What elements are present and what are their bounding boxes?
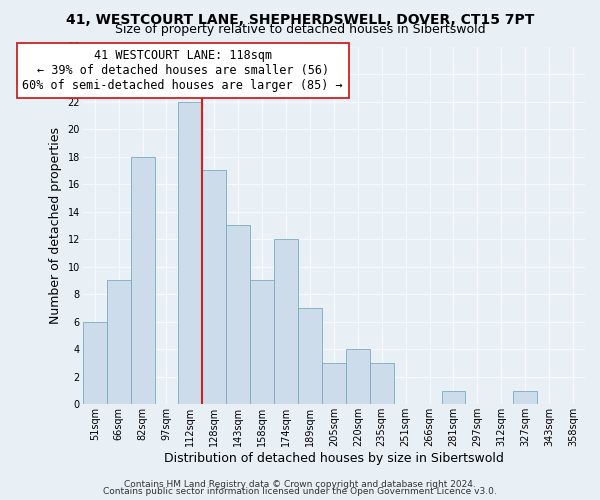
Bar	[322, 363, 346, 405]
X-axis label: Distribution of detached houses by size in Sibertswold: Distribution of detached houses by size …	[164, 452, 504, 465]
Text: Contains HM Land Registry data © Crown copyright and database right 2024.: Contains HM Land Registry data © Crown c…	[124, 480, 476, 489]
Bar	[107, 280, 131, 404]
Bar	[274, 239, 298, 404]
Text: Size of property relative to detached houses in Sibertswold: Size of property relative to detached ho…	[115, 22, 485, 36]
Bar	[370, 363, 394, 405]
Bar	[202, 170, 226, 404]
Bar	[226, 226, 250, 404]
Bar	[513, 390, 537, 404]
Bar	[346, 349, 370, 405]
Text: 41 WESTCOURT LANE: 118sqm
← 39% of detached houses are smaller (56)
60% of semi-: 41 WESTCOURT LANE: 118sqm ← 39% of detac…	[22, 50, 343, 92]
Bar	[178, 102, 202, 405]
Text: Contains public sector information licensed under the Open Government Licence v3: Contains public sector information licen…	[103, 487, 497, 496]
Bar	[131, 156, 155, 404]
Bar	[442, 390, 466, 404]
Bar	[298, 308, 322, 404]
Text: 41, WESTCOURT LANE, SHEPHERDSWELL, DOVER, CT15 7PT: 41, WESTCOURT LANE, SHEPHERDSWELL, DOVER…	[66, 12, 534, 26]
Bar	[83, 322, 107, 404]
Y-axis label: Number of detached properties: Number of detached properties	[49, 127, 62, 324]
Bar	[250, 280, 274, 404]
